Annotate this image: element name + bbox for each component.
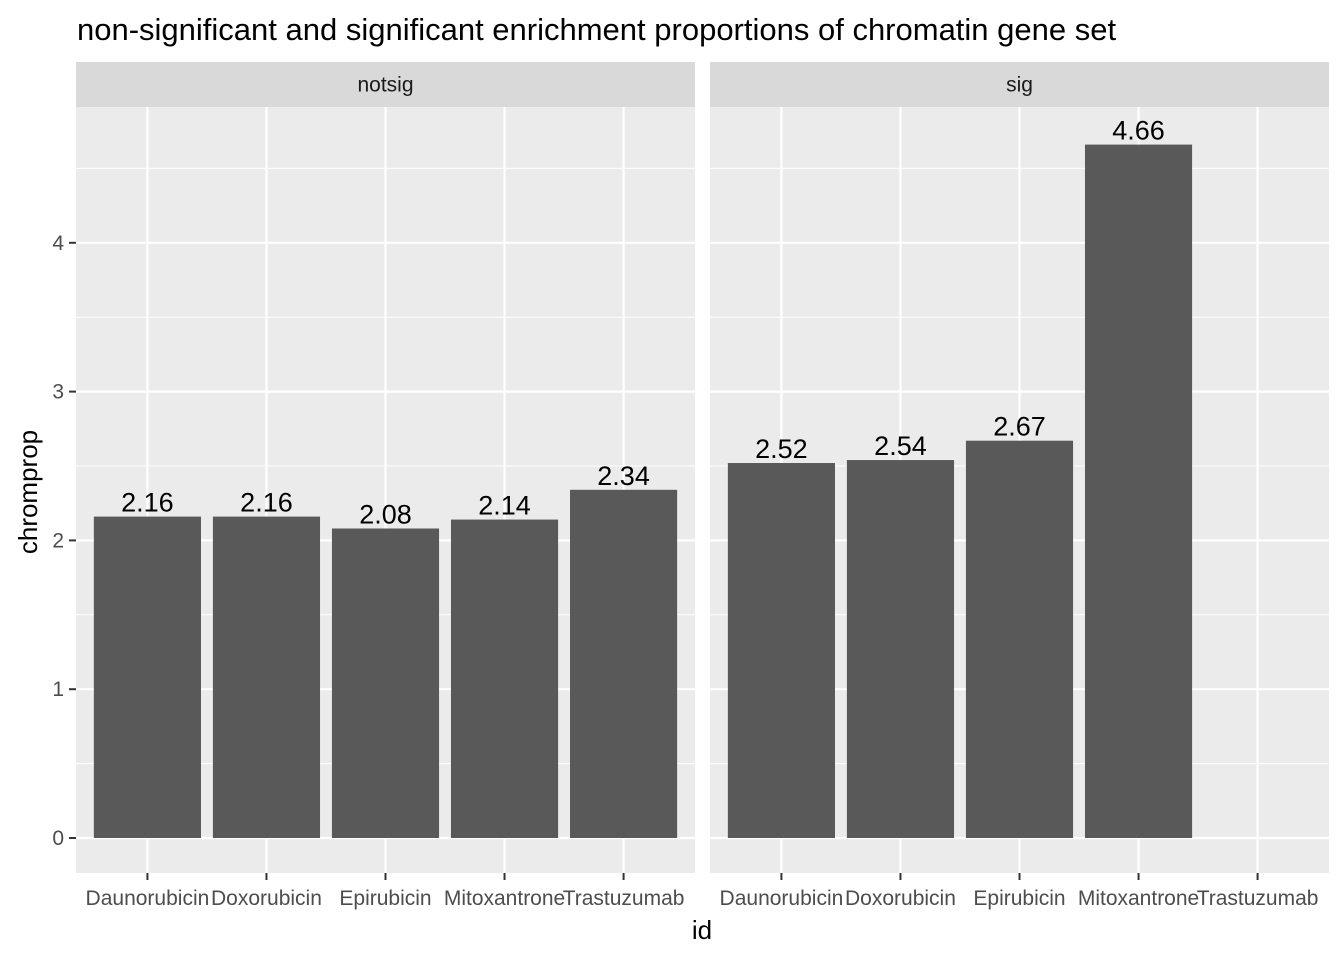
bar-sig-Epirubicin (965, 440, 1074, 838)
bar-value-label: 2.14 (478, 491, 531, 521)
bar-notsig-Doxorubicin (212, 516, 321, 838)
bar-notsig-Epirubicin (331, 528, 440, 838)
bar-value-label: 2.08 (359, 499, 412, 529)
bar-value-label: 2.54 (874, 431, 927, 461)
bar-sig-Daunorubicin (727, 463, 835, 838)
x-tick-label: Daunorubicin (86, 887, 210, 910)
y-axis-title: chromprop (13, 430, 43, 554)
strip-label: sig (1006, 74, 1033, 97)
bar-value-label: 2.34 (597, 461, 650, 491)
strip-background (76, 62, 695, 107)
y-tick-label: 4 (52, 232, 64, 255)
facet-sig: 2.52 2.54 2.67 4.66 sig Daunorubicin Doxorubic… (710, 62, 1329, 910)
x-axis-title: id (692, 915, 712, 945)
x-tick-label: Mitoxantrone (1078, 887, 1199, 910)
x-tick-label: Mitoxantrone (444, 887, 565, 910)
x-tick-label: Epirubicin (339, 887, 431, 910)
bar-sig-Mitoxantrone (1084, 144, 1193, 839)
strip-background (710, 62, 1329, 107)
chart-title: non-significant and significant enrichme… (77, 12, 1116, 47)
y-tick-label: 0 (52, 827, 64, 850)
bar-value-label: 4.66 (1112, 116, 1165, 146)
x-tick-label: Epirubicin (973, 887, 1065, 910)
y-tick-label: 1 (52, 678, 64, 701)
strip-label: notsig (357, 74, 413, 97)
y-tick-label: 2 (52, 529, 64, 552)
bar-value-label: 2.67 (993, 412, 1046, 442)
x-tick-label: Trastuzumab (563, 887, 685, 910)
bar-notsig-Trastuzumab (570, 489, 678, 838)
y-tick-label: 3 (52, 381, 64, 404)
bar-notsig-Mitoxantrone (450, 519, 559, 838)
x-tick-label: Doxorubicin (845, 887, 956, 910)
bar-value-label: 2.16 (240, 488, 293, 518)
x-tick-label: Trastuzumab (1197, 887, 1319, 910)
bar-notsig-Daunorubicin (93, 516, 201, 838)
x-tick-label: Daunorubicin (720, 887, 844, 910)
x-tick-label: Doxorubicin (211, 887, 322, 910)
bar-value-label: 2.16 (121, 488, 174, 518)
facet-notsig: 2.16 2.16 2.08 2.14 2.34 notsig Daunorubicin Do… (76, 62, 695, 910)
y-axis: 0 1 2 3 4 (52, 232, 76, 850)
bar-sig-Doxorubicin (846, 460, 955, 838)
bar-value-label: 2.52 (755, 434, 808, 464)
